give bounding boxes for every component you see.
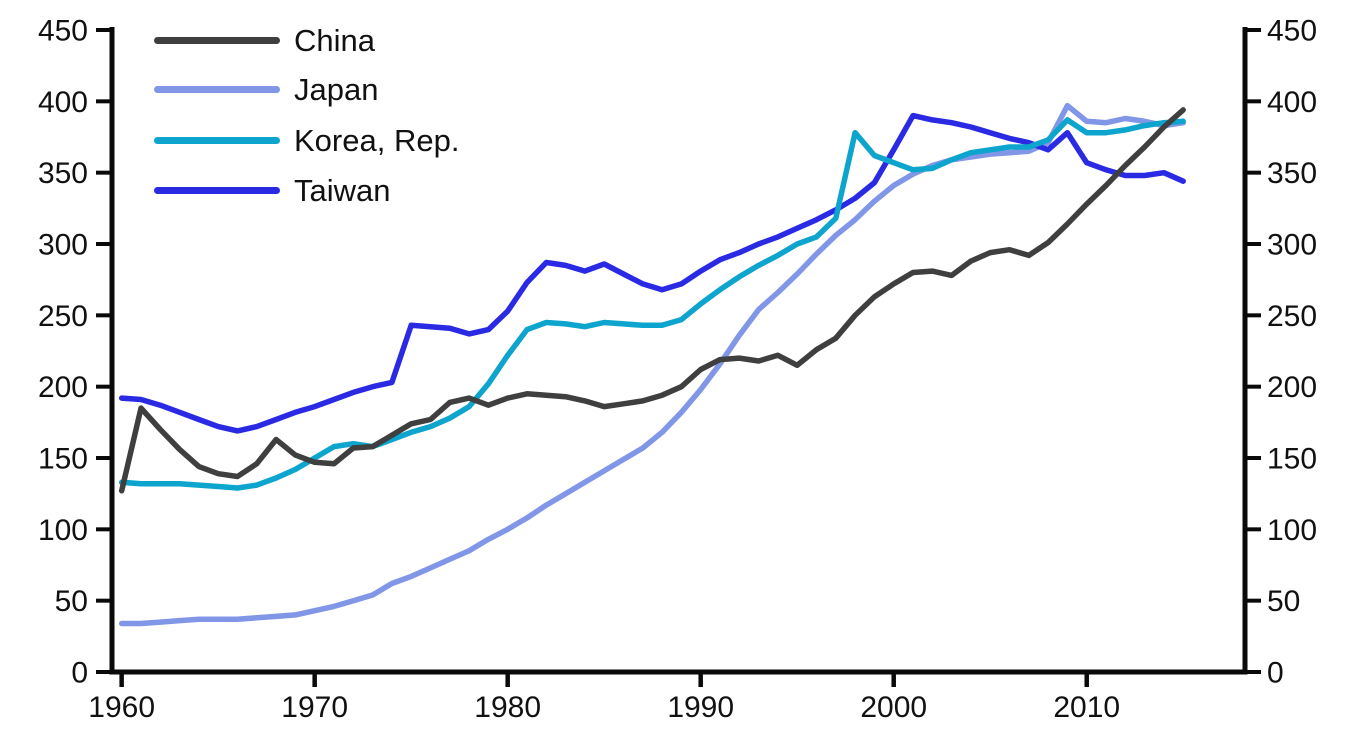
y-tick-label-right: 100 bbox=[1267, 514, 1317, 547]
y-tick-label-right: 300 bbox=[1267, 229, 1317, 262]
y-tick-label-left: 200 bbox=[38, 371, 88, 404]
y-tick-label-right: 250 bbox=[1267, 300, 1317, 333]
legend-swatch-japan bbox=[154, 85, 280, 93]
y-tick-label-left: 450 bbox=[38, 15, 88, 48]
y-tick-label-right: 350 bbox=[1267, 157, 1317, 190]
x-tick-label: 2000 bbox=[860, 691, 927, 724]
y-tick-label-right: 400 bbox=[1267, 86, 1317, 119]
series-line-korea-rep bbox=[118, 117, 1186, 491]
series-line-taiwan bbox=[118, 112, 1186, 434]
x-tick-label: 2010 bbox=[1053, 691, 1120, 724]
legend-item-korea-rep: Korea, Rep. bbox=[154, 124, 459, 156]
y-tick-label-right: 150 bbox=[1267, 443, 1317, 476]
y-tick-label-right: 0 bbox=[1267, 657, 1284, 690]
legend-item-japan: Japan bbox=[154, 73, 378, 105]
legend-label-china: China bbox=[294, 22, 375, 58]
y-tick-label-left: 100 bbox=[38, 514, 88, 547]
y-tick-label-left: 50 bbox=[55, 585, 88, 618]
y-tick-label-left: 250 bbox=[38, 300, 88, 333]
legend-label-japan: Japan bbox=[294, 71, 379, 107]
x-tick-label: 1970 bbox=[281, 691, 348, 724]
y-tick-label-left: 400 bbox=[38, 86, 88, 119]
y-tick-label-right: 450 bbox=[1267, 15, 1317, 48]
x-tick-label: 1990 bbox=[667, 691, 734, 724]
legend-item-taiwan: Taiwan bbox=[154, 174, 391, 206]
legend-label-taiwan: Taiwan bbox=[294, 172, 391, 208]
series-line-japan bbox=[118, 102, 1186, 627]
legend-swatch-taiwan bbox=[154, 186, 280, 194]
y-tick-label-right: 200 bbox=[1267, 371, 1317, 404]
y-tick-label-right: 50 bbox=[1267, 585, 1300, 618]
legend-item-china: China bbox=[154, 24, 375, 56]
y-tick-label-left: 0 bbox=[71, 657, 88, 690]
y-tick-label-left: 150 bbox=[38, 443, 88, 476]
legend-swatch-korea-rep bbox=[154, 136, 280, 144]
y-tick-label-left: 350 bbox=[38, 157, 88, 190]
series-line-china bbox=[118, 107, 1186, 494]
y-tick-label-left: 300 bbox=[38, 229, 88, 262]
legend-swatch-china bbox=[154, 36, 280, 44]
x-tick-label: 1980 bbox=[474, 691, 541, 724]
legend-label-korea-rep: Korea, Rep. bbox=[294, 122, 460, 158]
x-tick-label: 1960 bbox=[88, 691, 155, 724]
